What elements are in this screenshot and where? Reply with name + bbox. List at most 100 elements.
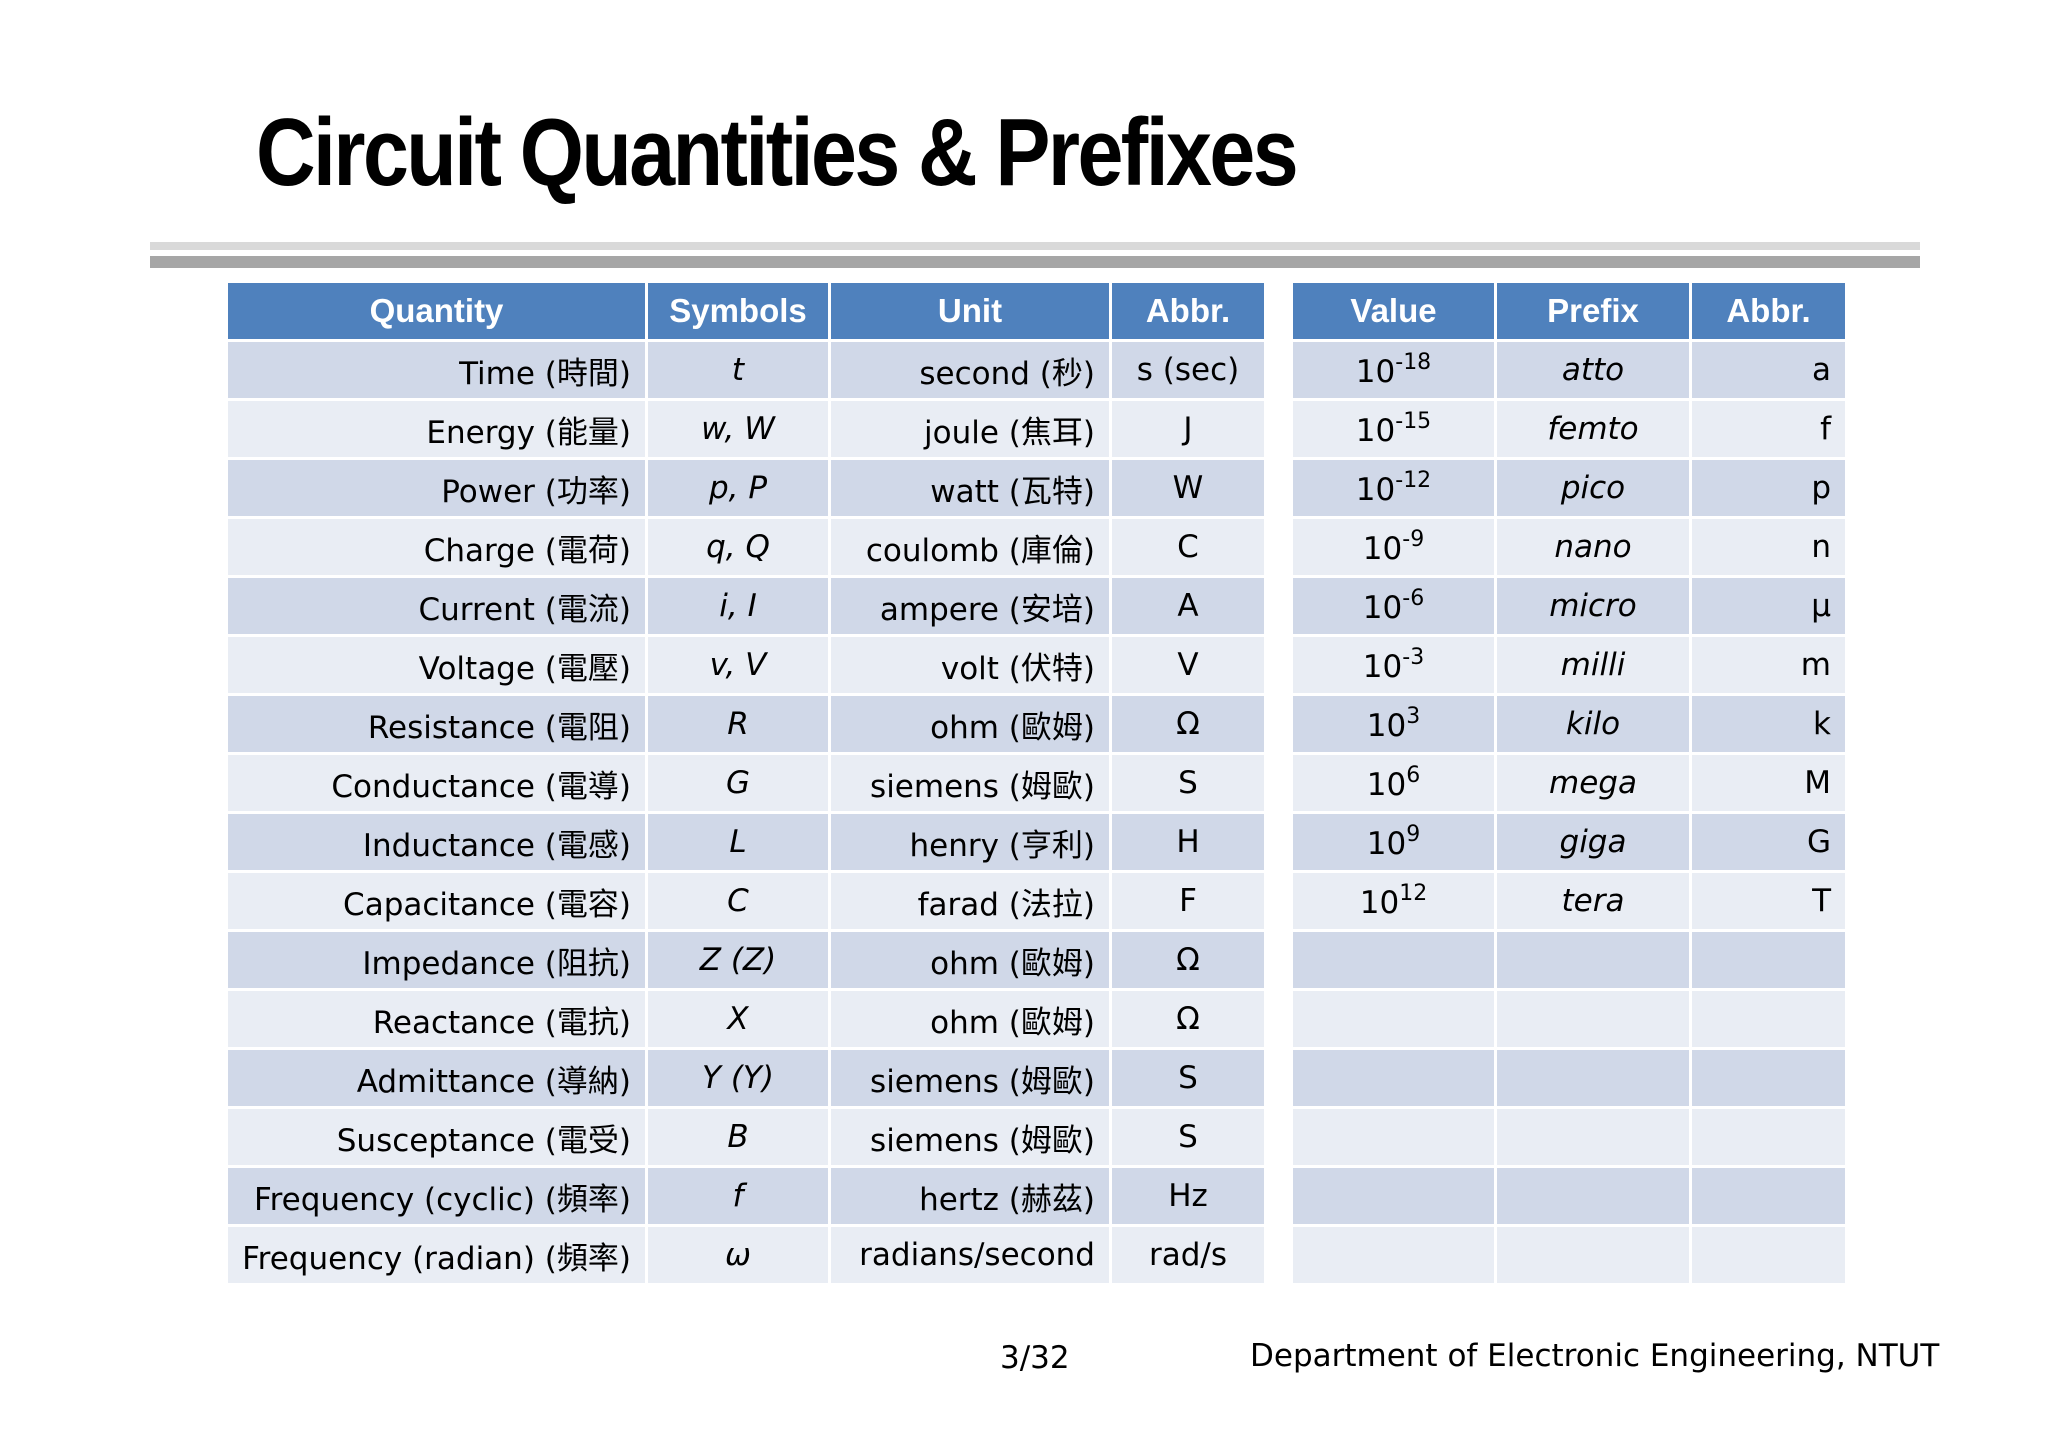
quantity-cell: Reactance (電抗) (228, 991, 645, 1047)
value-exponent: -6 (1402, 586, 1425, 611)
prefix-abbr-cell: m (1692, 637, 1845, 693)
symbols-cell: X (648, 991, 828, 1047)
value-cell: 106 (1293, 755, 1494, 811)
value-cell: 10-3 (1293, 637, 1494, 693)
prefix-cell: giga (1497, 814, 1689, 870)
quantity-name: Charge (423, 532, 535, 569)
abbr-cell: Ω (1112, 932, 1264, 988)
quantity-chinese: (電導) (544, 768, 631, 805)
value-exponent: 12 (1399, 881, 1428, 906)
unit-cell: coulomb (庫倫) (831, 519, 1109, 575)
quantity-cell: Frequency (radian) (頻率) (228, 1227, 645, 1283)
quantity-chinese: (電容) (544, 886, 631, 923)
symbols-cell: G (648, 755, 828, 811)
prefix-abbr-cell: n (1692, 519, 1845, 575)
prefix-abbr-cell (1692, 932, 1845, 988)
header-quantity: Quantity (228, 283, 645, 339)
value-base: 10 (1366, 826, 1407, 862)
table-row: 10-12 pico p (1293, 460, 1845, 516)
header-abbr: Abbr. (1112, 283, 1264, 339)
prefix-abbr-cell: G (1692, 814, 1845, 870)
prefix-cell: mega (1497, 755, 1689, 811)
quantity-chinese: (電流) (544, 591, 631, 628)
quantity-name: Conductance (331, 768, 535, 805)
symbols-cell: p, P (648, 460, 828, 516)
prefix-cell: pico (1497, 460, 1689, 516)
quantity-chinese: (功率) (544, 473, 631, 510)
value-cell (1293, 932, 1494, 988)
value-exponent: -15 (1395, 409, 1432, 434)
value-base: 10 (1366, 767, 1407, 803)
prefix-cell: micro (1497, 578, 1689, 634)
prefix-abbr-cell: f (1692, 401, 1845, 457)
symbols-cell: ω (648, 1227, 828, 1283)
quantity-name: Resistance (367, 709, 535, 746)
quantity-chinese: (電阻) (544, 709, 631, 746)
value-base: 10 (1355, 472, 1396, 508)
value-exponent: 6 (1406, 763, 1421, 788)
prefix-abbr-cell: p (1692, 460, 1845, 516)
table-row: 1012 tera T (1293, 873, 1845, 929)
prefix-abbr-cell: a (1692, 342, 1845, 398)
quantity-name: Current (418, 591, 535, 628)
table-row: Admittance (導納) Y (Y) siemens (姆歐) S (228, 1050, 1264, 1106)
table-row: Frequency (radian) (頻率) ω radians/second ra… (228, 1227, 1264, 1283)
quantity-chinese: (阻抗) (544, 945, 631, 982)
symbols-cell: Y (Y) (648, 1050, 828, 1106)
unit-cell: radians/second (831, 1227, 1109, 1283)
value-cell: 10-12 (1293, 460, 1494, 516)
prefix-cell: tera (1497, 873, 1689, 929)
quantity-cell: Conductance (電導) (228, 755, 645, 811)
abbr-cell: J (1112, 401, 1264, 457)
unit-cell: watt (瓦特) (831, 460, 1109, 516)
quantity-chinese: (時間) (544, 355, 631, 392)
abbr-cell: W (1112, 460, 1264, 516)
prefix-cell (1497, 1050, 1689, 1106)
table-row: 10-15 femto f (1293, 401, 1845, 457)
value-base: 10 (1362, 531, 1403, 567)
unit-cell: hertz (赫茲) (831, 1168, 1109, 1224)
prefix-abbr-cell (1692, 1227, 1845, 1283)
quantity-chinese: (電壓) (544, 650, 631, 687)
page-number: 3/32 (1000, 1340, 1070, 1376)
quantity-name: Inductance (362, 827, 535, 864)
symbols-cell: R (648, 696, 828, 752)
prefixes-body: 10-18 atto a 10-15 femto f 10-12 pico p 10-9 nano n… (1293, 342, 1845, 1283)
value-exponent: 3 (1406, 704, 1421, 729)
abbr-cell: S (1112, 1050, 1264, 1106)
abbr-cell: Ω (1112, 696, 1264, 752)
table-row (1293, 1109, 1845, 1165)
abbr-cell: C (1112, 519, 1264, 575)
unit-cell: second (秒) (831, 342, 1109, 398)
value-cell (1293, 991, 1494, 1047)
table-row: 10-18 atto a (1293, 342, 1845, 398)
prefix-cell (1497, 932, 1689, 988)
abbr-cell: Ω (1112, 991, 1264, 1047)
quantity-cell: Inductance (電感) (228, 814, 645, 870)
symbols-cell: i, I (648, 578, 828, 634)
prefix-cell: nano (1497, 519, 1689, 575)
quantity-name: Admittance (356, 1063, 535, 1100)
symbols-cell: w, W (648, 401, 828, 457)
value-cell: 103 (1293, 696, 1494, 752)
quantity-name: Power (441, 473, 535, 510)
quantity-cell: Susceptance (電受) (228, 1109, 645, 1165)
prefix-cell: milli (1497, 637, 1689, 693)
value-exponent: -12 (1395, 468, 1432, 493)
abbr-cell: H (1112, 814, 1264, 870)
prefix-abbr-cell: μ (1692, 578, 1845, 634)
header-prefix-abbr: Abbr. (1692, 283, 1845, 339)
quantity-cell: Resistance (電阻) (228, 696, 645, 752)
table-row (1293, 991, 1845, 1047)
table-row: Impedance (阻抗) Z (Z) ohm (歐姆) Ω (228, 932, 1264, 988)
table-row (1293, 1050, 1845, 1106)
quantities-table: Quantity Symbols Unit Abbr. Time (時間) t se… (225, 280, 1267, 1286)
symbols-cell: v, V (648, 637, 828, 693)
quantity-cell: Charge (電荷) (228, 519, 645, 575)
